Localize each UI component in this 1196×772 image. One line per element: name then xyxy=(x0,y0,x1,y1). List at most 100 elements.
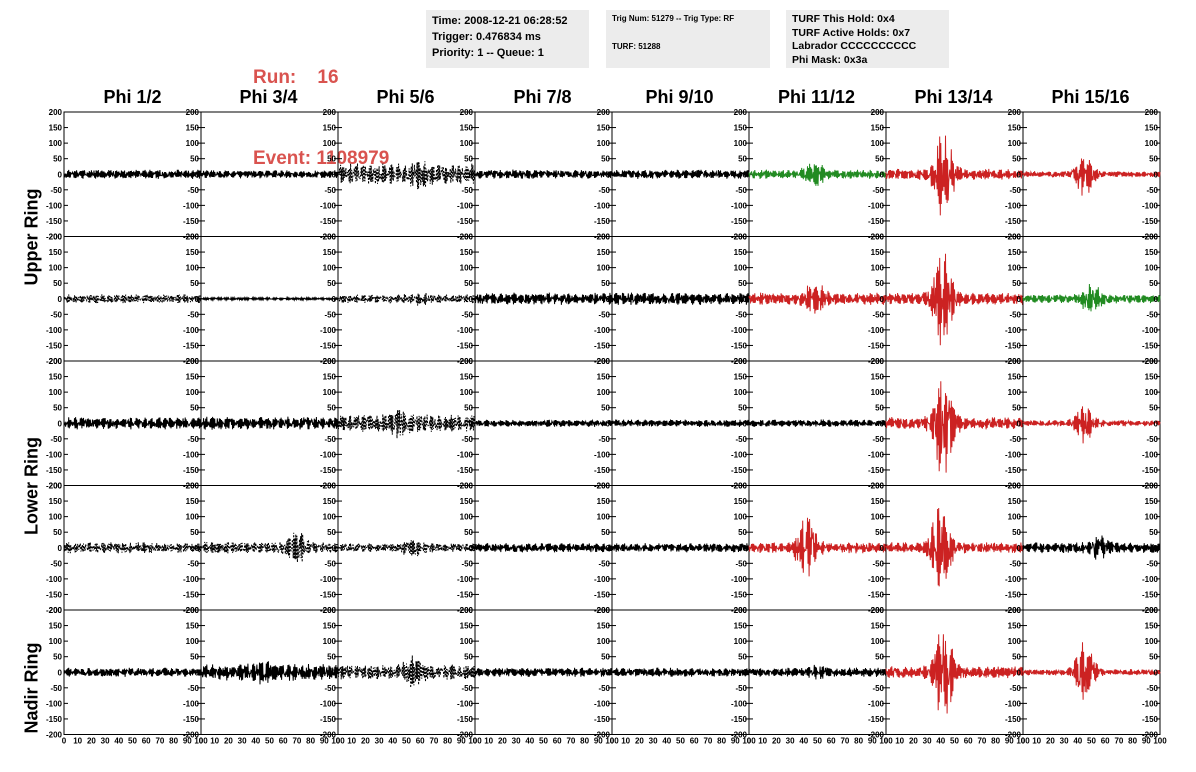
x-tick-label: 10 xyxy=(758,737,767,746)
x-tick-label: 50 xyxy=(950,737,959,746)
y-tick-label: -150 xyxy=(868,217,885,226)
y-tick-label: 50 xyxy=(601,279,610,288)
y-tick-label: -50 xyxy=(735,435,747,444)
y-tick-label: 50 xyxy=(875,653,884,662)
y-tick-label: 150 xyxy=(460,497,474,506)
waveform-trace xyxy=(748,664,887,680)
y-tick-label: 0 xyxy=(332,544,337,553)
column-header-phi-13-14: Phi 13/14 xyxy=(914,87,993,107)
y-tick-label: -100 xyxy=(183,326,200,335)
y-tick-label: 0 xyxy=(58,668,63,677)
y-tick-label: 150 xyxy=(323,622,337,631)
y-tick-label: -50 xyxy=(50,559,62,568)
waveform-trace xyxy=(474,418,613,427)
y-tick-label: 50 xyxy=(1012,653,1021,662)
y-tick-label: 0 xyxy=(332,170,337,179)
y-tick-label: 50 xyxy=(1149,404,1158,413)
y-tick-label: 0 xyxy=(58,419,63,428)
x-tick-label: 100 xyxy=(879,737,893,746)
y-tick-label: -50 xyxy=(461,559,473,568)
y-tick-label: 150 xyxy=(460,248,474,257)
y-tick-label: -50 xyxy=(1009,435,1021,444)
x-tick-label: 50 xyxy=(676,737,685,746)
y-tick-label: 100 xyxy=(323,513,337,522)
y-tick-label: 100 xyxy=(186,139,200,148)
y-tick-label: -100 xyxy=(457,201,474,210)
x-tick-label: 10 xyxy=(484,737,493,746)
y-tick-label: -150 xyxy=(868,341,885,350)
y-tick-label: 100 xyxy=(871,264,885,273)
y-tick-label: 100 xyxy=(1008,637,1022,646)
y-tick-label: 200 xyxy=(49,357,63,366)
y-tick-label: -50 xyxy=(872,435,884,444)
x-tick-label: 70 xyxy=(977,737,986,746)
y-tick-label: 0 xyxy=(195,544,200,553)
y-tick-label: 150 xyxy=(1145,124,1159,133)
waveform-trace xyxy=(63,294,202,304)
y-tick-label: -150 xyxy=(731,715,748,724)
x-tick-label: 50 xyxy=(813,737,822,746)
y-tick-label: 50 xyxy=(190,404,199,413)
x-tick-label: 90 xyxy=(594,737,603,746)
x-tick-label: 100 xyxy=(1016,737,1030,746)
y-tick-label: 150 xyxy=(1008,373,1022,382)
waveform-trace xyxy=(337,410,476,439)
y-tick-label: 200 xyxy=(734,357,748,366)
waveform-trace xyxy=(1022,158,1161,196)
x-tick-label: 100 xyxy=(1153,737,1167,746)
y-tick-label: 200 xyxy=(323,357,337,366)
y-tick-label: 100 xyxy=(460,513,474,522)
y-tick-label: 150 xyxy=(597,124,611,133)
y-tick-label: 150 xyxy=(460,373,474,382)
y-tick-label: -100 xyxy=(594,575,611,584)
y-tick-label: 50 xyxy=(1149,528,1158,537)
x-tick-label: 0 xyxy=(884,737,889,746)
y-tick-label: 100 xyxy=(49,139,63,148)
y-tick-label: -150 xyxy=(1005,590,1022,599)
y-tick-label: -50 xyxy=(1146,684,1158,693)
trigger-text: Trigger: 0.476834 ms xyxy=(432,31,541,43)
waveform-panel: -200 -150 -100 -50 0 50 100 150 200 0 10 20 30 40 50 60… xyxy=(473,606,619,746)
y-tick-label: -100 xyxy=(1005,699,1022,708)
y-tick-label: -150 xyxy=(457,715,474,724)
y-tick-label: 50 xyxy=(53,155,62,164)
x-tick-label: 80 xyxy=(169,737,178,746)
y-tick-label: 200 xyxy=(597,482,611,491)
x-tick-label: 40 xyxy=(251,737,260,746)
y-tick-label: 50 xyxy=(738,279,747,288)
y-tick-label: 150 xyxy=(323,248,337,257)
waveform-trace xyxy=(748,163,887,186)
y-tick-label: 100 xyxy=(1145,637,1159,646)
y-tick-label: 200 xyxy=(1145,233,1159,242)
y-tick-label: 100 xyxy=(323,637,337,646)
y-tick-label: 50 xyxy=(53,653,62,662)
y-tick-label: -150 xyxy=(46,217,63,226)
y-tick-label: 0 xyxy=(606,668,611,677)
x-tick-label: 100 xyxy=(194,737,208,746)
x-tick-label: 10 xyxy=(347,737,356,746)
x-tick-label: 30 xyxy=(101,737,110,746)
x-tick-label: 100 xyxy=(331,737,345,746)
y-tick-label: -200 xyxy=(1005,731,1022,740)
y-tick-label: 100 xyxy=(734,513,748,522)
y-tick-label: 100 xyxy=(597,637,611,646)
y-tick-label: 0 xyxy=(880,170,885,179)
y-tick-label: 100 xyxy=(49,264,63,273)
x-tick-label: 30 xyxy=(512,737,521,746)
y-tick-label: 200 xyxy=(871,606,885,615)
y-tick-label: -100 xyxy=(1142,699,1159,708)
turf-active-holds-text: TURF Active Holds: 0x7 xyxy=(792,26,911,39)
column-header-phi-9-10: Phi 9/10 xyxy=(645,87,714,107)
y-tick-label: -50 xyxy=(50,310,62,319)
y-tick-label: -50 xyxy=(1009,684,1021,693)
y-tick-label: 200 xyxy=(734,108,748,117)
y-tick-label: 100 xyxy=(49,637,63,646)
y-tick-label: 200 xyxy=(1145,606,1159,615)
y-tick-label: 150 xyxy=(49,373,63,382)
y-tick-label: -50 xyxy=(461,186,473,195)
y-tick-label: 200 xyxy=(460,233,474,242)
